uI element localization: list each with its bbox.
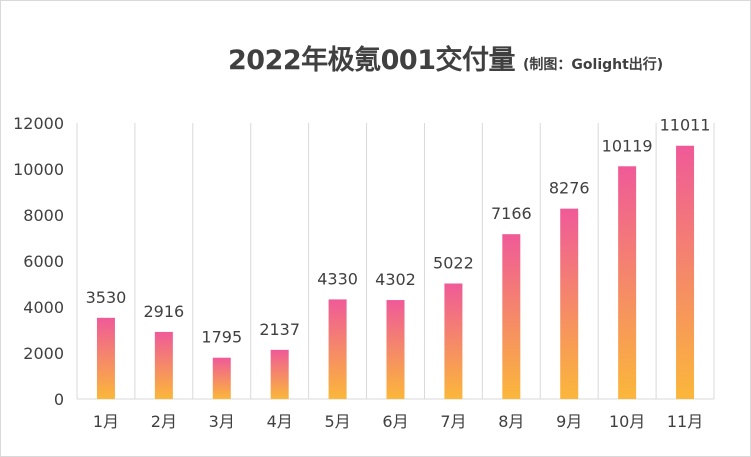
x-tick-label: 5月: [324, 412, 350, 431]
bar: [154, 331, 173, 399]
x-tick-label: 3月: [209, 412, 235, 431]
x-tick-label: 4月: [267, 412, 293, 431]
data-label: 4302: [375, 270, 416, 289]
data-label: 10119: [602, 136, 653, 155]
x-tick-label: 9月: [556, 412, 582, 431]
x-tick-label: 11月: [667, 412, 703, 431]
data-label: 11011: [660, 116, 711, 135]
chart-title: 2022年极氪001交付量: [228, 45, 516, 76]
bar: [502, 234, 521, 399]
chart-title-block: 2022年极氪001交付量 (制图：Golight出行): [228, 38, 663, 77]
data-label: 1795: [201, 328, 242, 347]
y-tick-label: 6000: [23, 252, 64, 271]
y-tick-label: 10000: [13, 160, 64, 179]
bar: [270, 349, 289, 399]
bar: [386, 300, 405, 399]
bar: [676, 145, 695, 399]
bar: [618, 166, 637, 399]
data-label: 7166: [491, 204, 532, 223]
bar: [560, 208, 579, 399]
x-tick-label: 1月: [93, 412, 119, 431]
data-label: 2916: [144, 302, 185, 321]
chart-subtitle: (制图：Golight出行): [523, 57, 664, 73]
bar: [328, 299, 347, 399]
data-label: 3530: [86, 288, 127, 307]
bar: [444, 283, 463, 399]
data-label: 5022: [433, 253, 474, 272]
y-tick-label: 2000: [23, 344, 64, 363]
y-tick-label: 8000: [23, 206, 64, 225]
x-tick-label: 2月: [151, 412, 177, 431]
y-tick-label: 0: [54, 390, 64, 409]
x-tick-label: 10月: [609, 412, 645, 431]
y-tick-label: 4000: [23, 298, 64, 317]
data-label: 2137: [259, 320, 300, 339]
x-tick-label: 7月: [440, 412, 466, 431]
x-tick-label: 6月: [382, 412, 408, 431]
data-label: 8276: [549, 179, 590, 198]
y-tick-label: 12000: [13, 114, 64, 133]
bar: [96, 317, 115, 399]
data-label: 4330: [317, 269, 358, 288]
x-tick-label: 8月: [498, 412, 524, 431]
bar: [212, 357, 231, 399]
